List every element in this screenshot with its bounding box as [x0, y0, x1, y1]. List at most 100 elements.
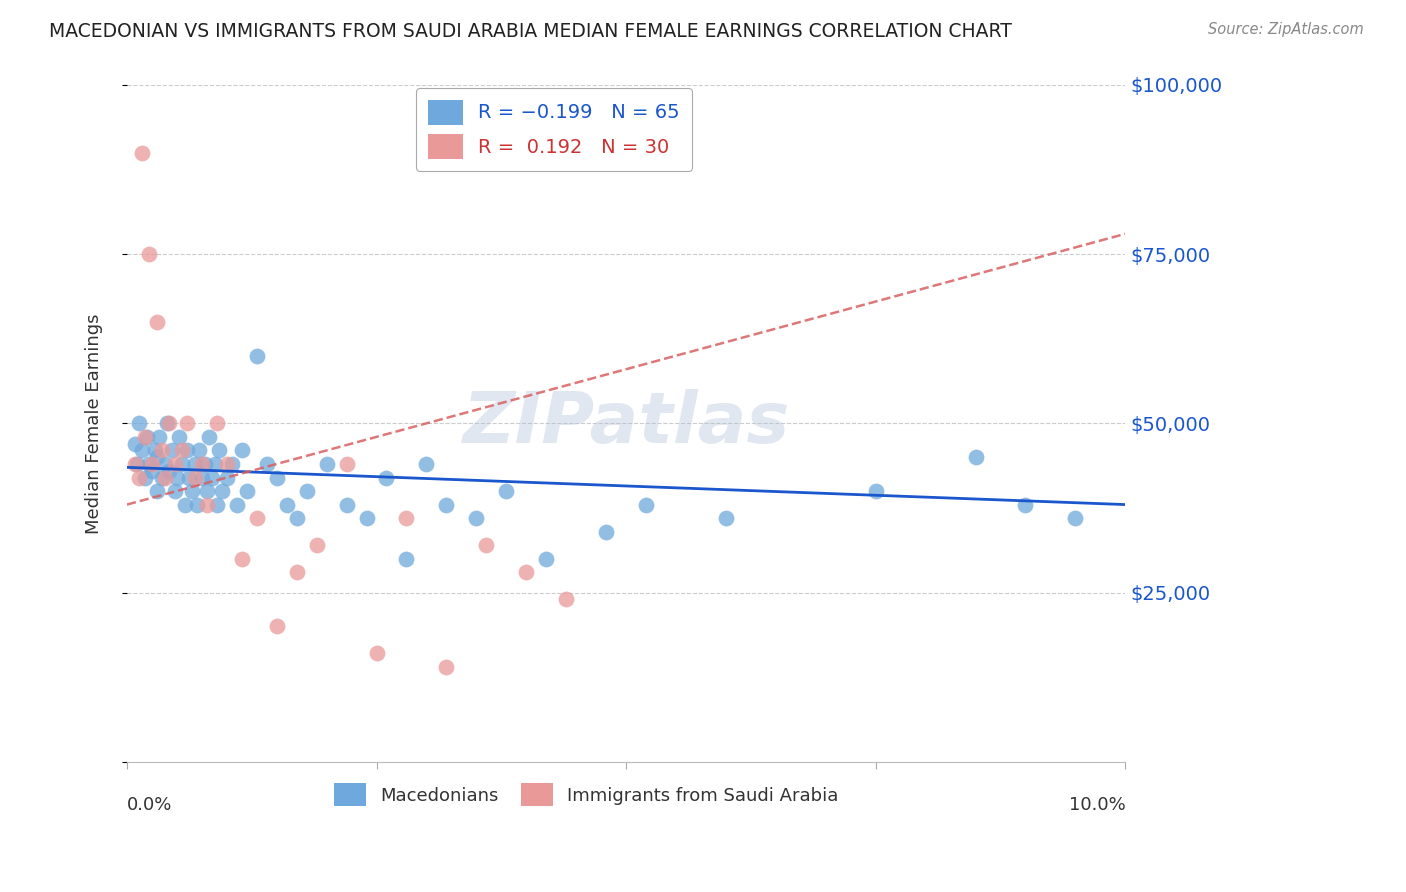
Text: ZIPatlas: ZIPatlas — [463, 389, 790, 458]
Point — [143, 443, 166, 458]
Point — [276, 498, 298, 512]
Point — [138, 247, 160, 261]
Point — [211, 483, 233, 498]
Point — [221, 457, 243, 471]
Point — [197, 430, 219, 444]
Point — [150, 470, 173, 484]
Point — [176, 443, 198, 458]
Point — [965, 450, 987, 465]
Point — [195, 483, 218, 498]
Point — [125, 457, 148, 471]
Point — [180, 483, 202, 498]
Point — [434, 498, 457, 512]
Point — [515, 566, 537, 580]
Point — [595, 524, 617, 539]
Point — [295, 483, 318, 498]
Point — [335, 457, 357, 471]
Point — [153, 470, 176, 484]
Point — [156, 417, 179, 431]
Point — [187, 443, 209, 458]
Point — [184, 470, 207, 484]
Point — [205, 417, 228, 431]
Point — [131, 145, 153, 160]
Point — [128, 470, 150, 484]
Point — [146, 315, 169, 329]
Point — [128, 417, 150, 431]
Point — [315, 457, 337, 471]
Point — [536, 551, 558, 566]
Point — [465, 511, 488, 525]
Point — [153, 457, 176, 471]
Point — [266, 470, 288, 484]
Point — [231, 443, 253, 458]
Point — [256, 457, 278, 471]
Point — [138, 457, 160, 471]
Point — [335, 498, 357, 512]
Point — [194, 457, 217, 471]
Point — [356, 511, 378, 525]
Point — [714, 511, 737, 525]
Point — [395, 551, 418, 566]
Point — [215, 457, 238, 471]
Point — [225, 498, 247, 512]
Point — [231, 551, 253, 566]
Point — [865, 483, 887, 498]
Point — [205, 498, 228, 512]
Point — [166, 470, 188, 484]
Point — [141, 457, 163, 471]
Y-axis label: Median Female Earnings: Median Female Earnings — [86, 313, 103, 533]
Point — [184, 457, 207, 471]
Point — [191, 457, 214, 471]
Point — [266, 619, 288, 633]
Point — [157, 417, 180, 431]
Point — [366, 647, 388, 661]
Point — [170, 443, 193, 458]
Text: MACEDONIAN VS IMMIGRANTS FROM SAUDI ARABIA MEDIAN FEMALE EARNINGS CORRELATION CH: MACEDONIAN VS IMMIGRANTS FROM SAUDI ARAB… — [49, 22, 1012, 41]
Point — [475, 538, 498, 552]
Point — [415, 457, 437, 471]
Point — [167, 430, 190, 444]
Point — [395, 511, 418, 525]
Point — [305, 538, 328, 552]
Point — [195, 498, 218, 512]
Point — [163, 483, 186, 498]
Point — [636, 498, 658, 512]
Point — [141, 464, 163, 478]
Point — [146, 483, 169, 498]
Point — [157, 464, 180, 478]
Point — [1064, 511, 1087, 525]
Point — [285, 511, 308, 525]
Point — [150, 443, 173, 458]
Point — [235, 483, 257, 498]
Point — [160, 443, 183, 458]
Point — [177, 470, 200, 484]
Point — [246, 511, 269, 525]
Point — [131, 443, 153, 458]
Point — [146, 450, 169, 465]
Point — [375, 470, 398, 484]
Point — [1014, 498, 1036, 512]
Point — [124, 436, 146, 450]
Point — [201, 470, 224, 484]
Point — [176, 417, 198, 431]
Point — [124, 457, 146, 471]
Point — [191, 470, 214, 484]
Point — [134, 430, 156, 444]
Point — [495, 483, 517, 498]
Point — [134, 470, 156, 484]
Point — [173, 498, 195, 512]
Point — [555, 592, 578, 607]
Point — [208, 443, 231, 458]
Point — [135, 430, 157, 444]
Text: 10.0%: 10.0% — [1069, 796, 1125, 814]
Text: 0.0%: 0.0% — [127, 796, 173, 814]
Point — [434, 660, 457, 674]
Point — [170, 457, 193, 471]
Text: Source: ZipAtlas.com: Source: ZipAtlas.com — [1208, 22, 1364, 37]
Legend: Macedonians, Immigrants from Saudi Arabia: Macedonians, Immigrants from Saudi Arabi… — [326, 776, 846, 814]
Point — [246, 349, 269, 363]
Point — [204, 457, 226, 471]
Point — [285, 566, 308, 580]
Point — [148, 430, 170, 444]
Point — [163, 457, 186, 471]
